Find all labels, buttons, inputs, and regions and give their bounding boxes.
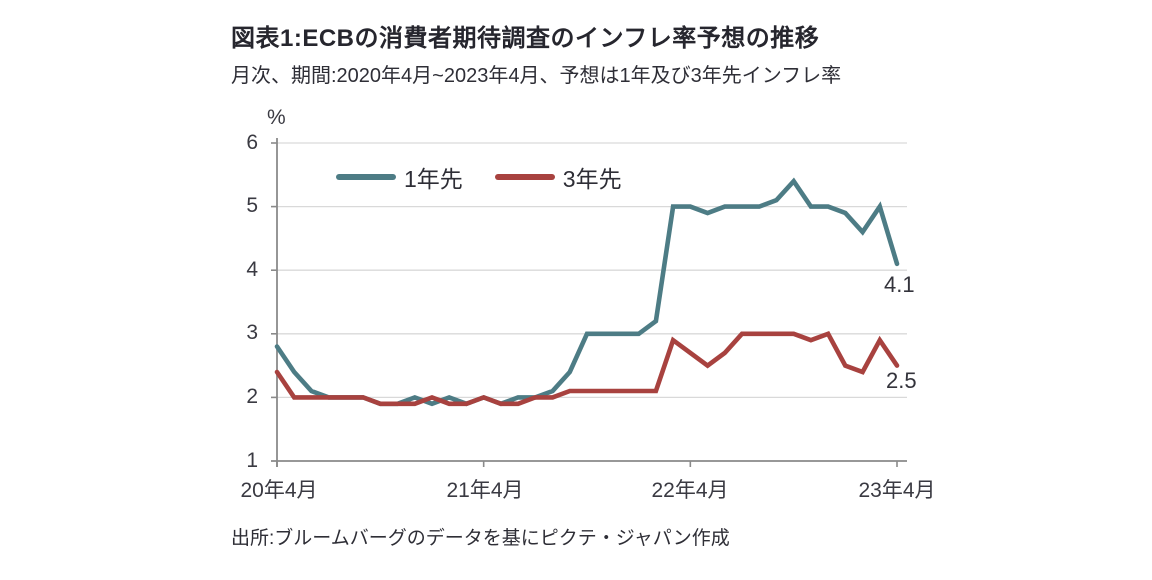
x-axis-tick-label: 20年4月	[240, 479, 318, 502]
y-axis-tick-label: 4	[246, 258, 258, 281]
legend-item-1year: 1年先	[336, 160, 463, 194]
x-axis-tick-label: 21年4月	[446, 479, 524, 502]
legend-label: 1年先	[404, 166, 463, 192]
legend: 1年先 3年先	[336, 160, 622, 194]
series-end-value-label: 4.1	[884, 272, 915, 297]
source-note: 出所:ブルームバーグのデータを基にピクテ・ジャパン作成	[231, 528, 730, 549]
y-axis-unit-label: %	[267, 106, 286, 129]
legend-label: 3年先	[562, 166, 622, 192]
chart-title: 図表1:ECBの消費者期待調査のインフレ率予想の推移	[231, 25, 820, 52]
legend-item-3year: 3年先	[494, 160, 622, 194]
x-axis-tick-label: 22年4月	[651, 479, 729, 502]
x-axis-tick-label: 23年4月	[858, 479, 936, 502]
legend-line-icon	[494, 174, 555, 180]
y-axis-tick-label: 5	[246, 194, 258, 217]
y-axis-tick-label: 6	[246, 131, 258, 154]
chart-subtitle: 月次、期間:2020年4月~2023年4月、予想は1年及び3年先インフレ率	[231, 65, 842, 87]
y-axis-tick-label: 2	[246, 385, 258, 408]
series-end-value-label: 2.5	[886, 368, 917, 393]
y-axis-tick-label: 1	[246, 449, 258, 472]
y-axis-tick-label: 3	[246, 321, 258, 344]
legend-line-icon	[336, 174, 396, 180]
